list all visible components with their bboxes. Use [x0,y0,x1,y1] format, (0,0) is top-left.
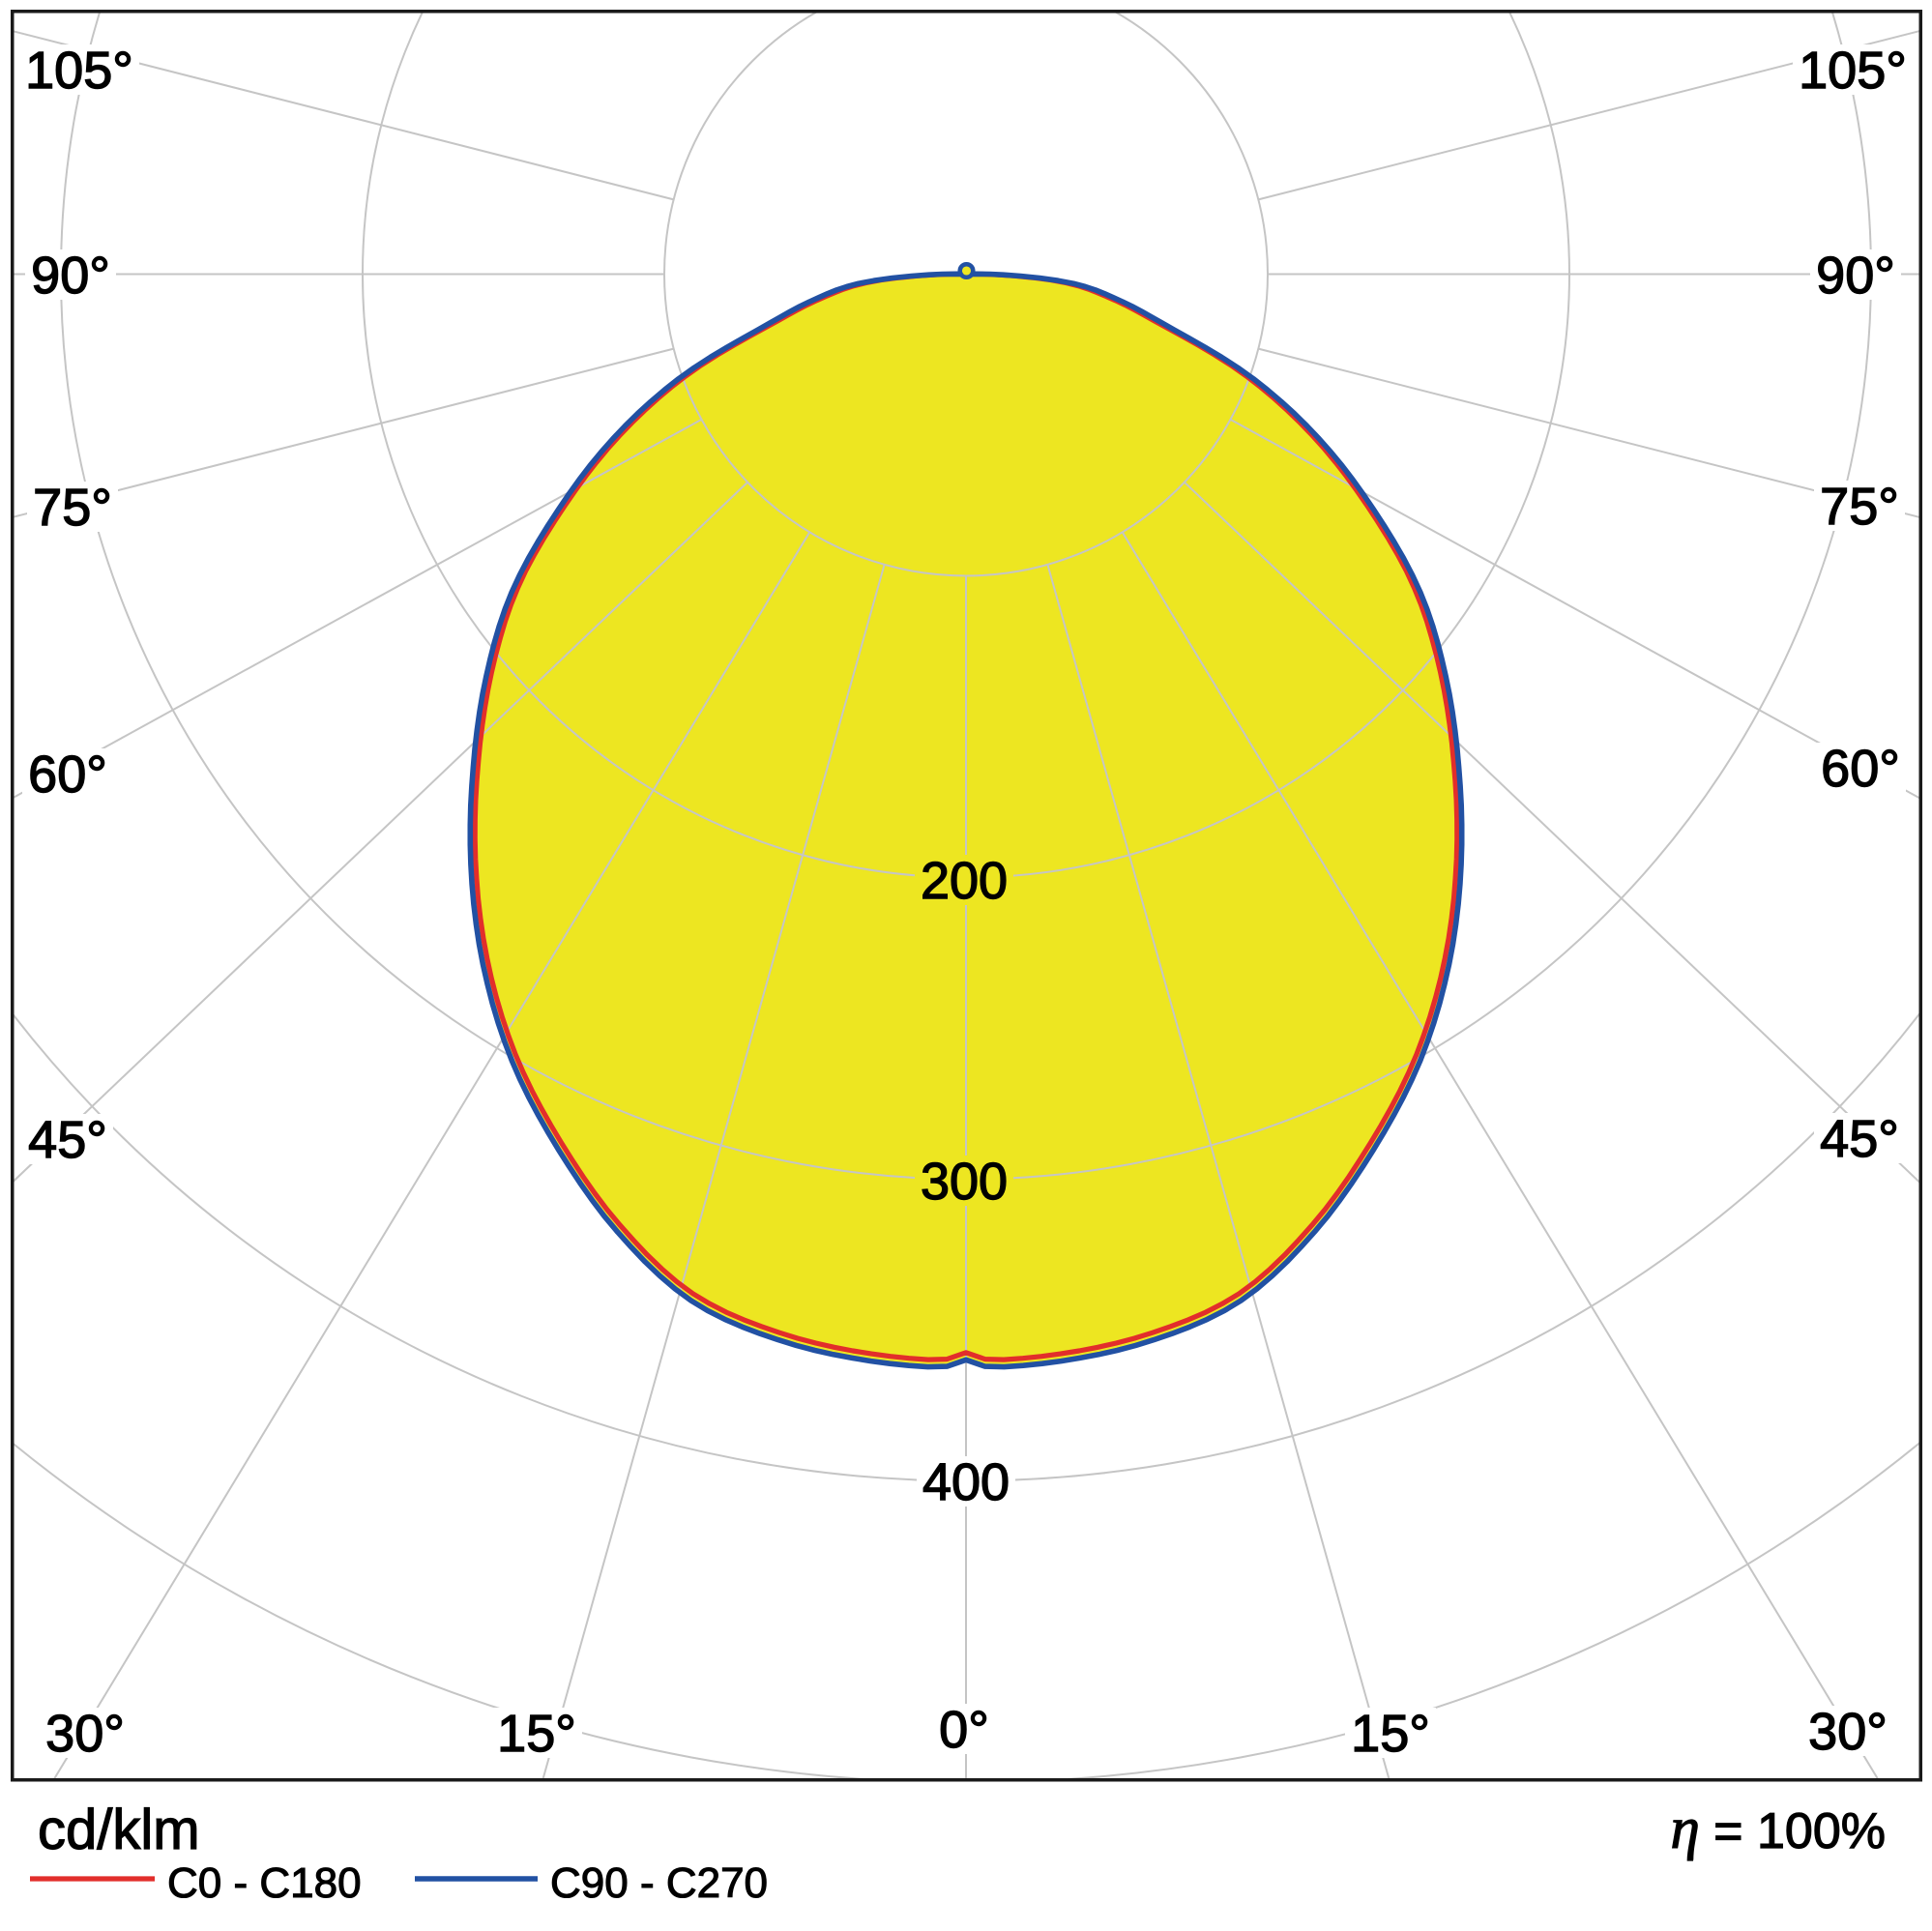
svg-text:200: 200 [921,852,1008,910]
svg-text:300: 300 [921,1153,1008,1211]
svg-text:η = 100%: η = 100% [1670,1797,1886,1861]
svg-text:45°: 45° [1820,1110,1899,1168]
svg-text:75°: 75° [33,479,112,537]
svg-text:90°: 90° [1816,247,1895,305]
svg-text:45°: 45° [28,1111,107,1169]
svg-text:C0 - C180: C0 - C180 [167,1859,362,1907]
svg-text:400: 400 [922,1453,1010,1511]
svg-text:cd/klm: cd/klm [38,1799,200,1861]
svg-text:30°: 30° [45,1705,125,1763]
svg-text:15°: 15° [1351,1705,1430,1763]
svg-text:75°: 75° [1820,478,1899,536]
svg-text:0°: 0° [939,1701,989,1759]
svg-text:105°: 105° [25,42,133,100]
svg-text:60°: 60° [28,746,107,804]
svg-text:90°: 90° [31,247,110,305]
svg-text:60°: 60° [1821,740,1900,798]
svg-text:C90 - C270: C90 - C270 [550,1859,768,1907]
svg-text:30°: 30° [1808,1703,1888,1761]
svg-text:15°: 15° [497,1705,576,1763]
svg-text:105°: 105° [1799,42,1907,100]
